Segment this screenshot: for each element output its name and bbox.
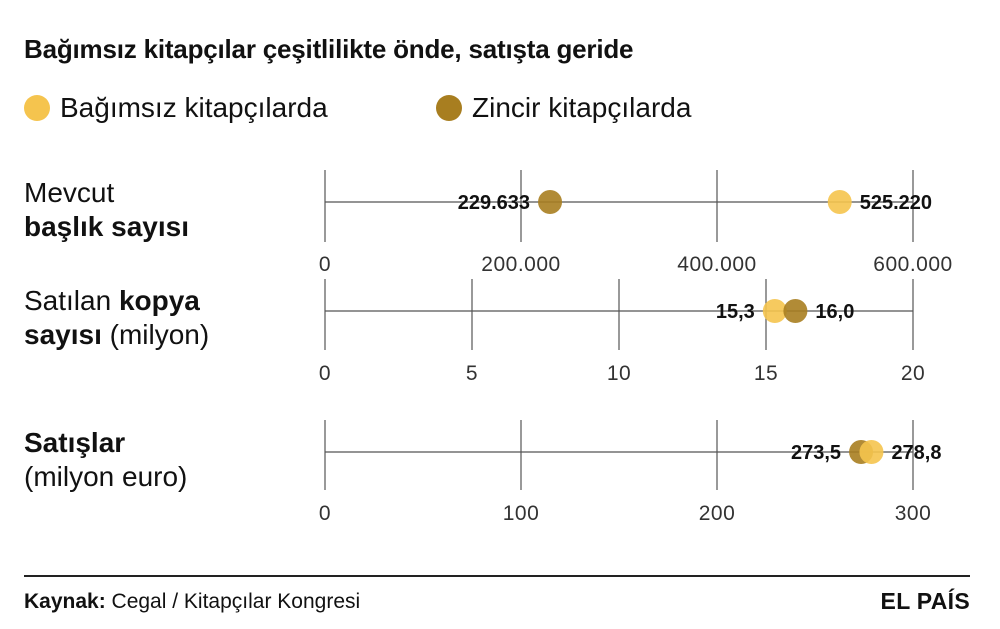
- legend-swatch-independent: [24, 95, 50, 121]
- tick-label-row-3-2: 200: [699, 502, 736, 525]
- row-label-copies-line1: Satılan: [24, 285, 119, 316]
- dot-row-1-independent: [827, 190, 852, 214]
- legend-swatch-chain: [436, 95, 462, 121]
- tick-label-row-1-0: 0: [319, 253, 331, 276]
- dot-row-1-chain: [538, 190, 563, 214]
- tick-label-row-2-4: 20: [901, 362, 925, 385]
- tick-label-row-2-3: 15: [754, 362, 778, 385]
- chart-title: Bağımsız kitapçılar çeşitlilikte önde, s…: [24, 34, 634, 64]
- row-label-sales: Satışlar (milyon euro): [24, 426, 187, 494]
- tick-label-row-3-0: 0: [319, 502, 331, 525]
- row-label-titles-line1: Mevcut: [24, 177, 115, 208]
- tick-label-row-2-2: 10: [607, 362, 631, 385]
- source-text: Cegal / Kitapçılar Kongresi: [105, 590, 361, 613]
- brand-logo-text: EL PAÍS: [880, 588, 970, 614]
- data-label-row-2-independent: 15,3: [716, 301, 755, 323]
- tick-label-row-2-1: 5: [466, 362, 478, 385]
- tick-label-row-2-0: 0: [319, 362, 331, 385]
- tick-label-row-3-3: 300: [895, 502, 932, 525]
- tick-label-row-3-1: 100: [503, 502, 540, 525]
- data-label-row-2-chain: 16,0: [815, 301, 854, 323]
- row-label-copies: Satılan kopya sayısı (milyon): [24, 284, 209, 352]
- tick-label-row-1-3: 600.000: [873, 253, 952, 276]
- dot-row-2-chain: [783, 299, 808, 323]
- row-label-titles-line2-bold: başlık sayısı: [24, 211, 190, 242]
- dot-row-2-independent: [762, 299, 787, 323]
- source-note: Kaynak: Cegal / Kitapçılar Kongresi: [24, 590, 360, 614]
- tick-label-row-1-1: 200.000: [481, 253, 560, 276]
- legend-item-independent: Bağımsız kitapçılarda: [24, 92, 328, 124]
- row-label-copies-line2: (milyon): [101, 319, 210, 350]
- row-label-sales-line1-bold: Satışlar: [24, 427, 126, 458]
- tick-label-row-1-2: 400.000: [677, 253, 756, 276]
- data-label-row-3-independent: 278,8: [891, 442, 941, 464]
- legend-label-chain: Zincir kitapçılarda: [472, 92, 692, 123]
- data-label-row-3-chain: 273,5: [791, 442, 841, 464]
- data-label-row-1-independent: 525.220: [860, 192, 932, 214]
- source-label: Kaynak:: [24, 590, 106, 613]
- legend-item-chain: Zincir kitapçılarda: [436, 92, 691, 124]
- row-label-sales-line2: (milyon euro): [24, 461, 188, 492]
- data-label-row-1-chain: 229.633: [458, 192, 530, 214]
- legend-label-independent: Bağımsız kitapçılarda: [60, 92, 328, 123]
- footer-divider: [24, 575, 970, 577]
- row-label-titles: Mevcut başlık sayısı: [24, 176, 189, 244]
- dot-row-3-independent: [859, 440, 884, 464]
- row-label-copies-line2-bold: sayısı: [24, 319, 102, 350]
- row-label-copies-line1-bold: kopya: [118, 285, 200, 316]
